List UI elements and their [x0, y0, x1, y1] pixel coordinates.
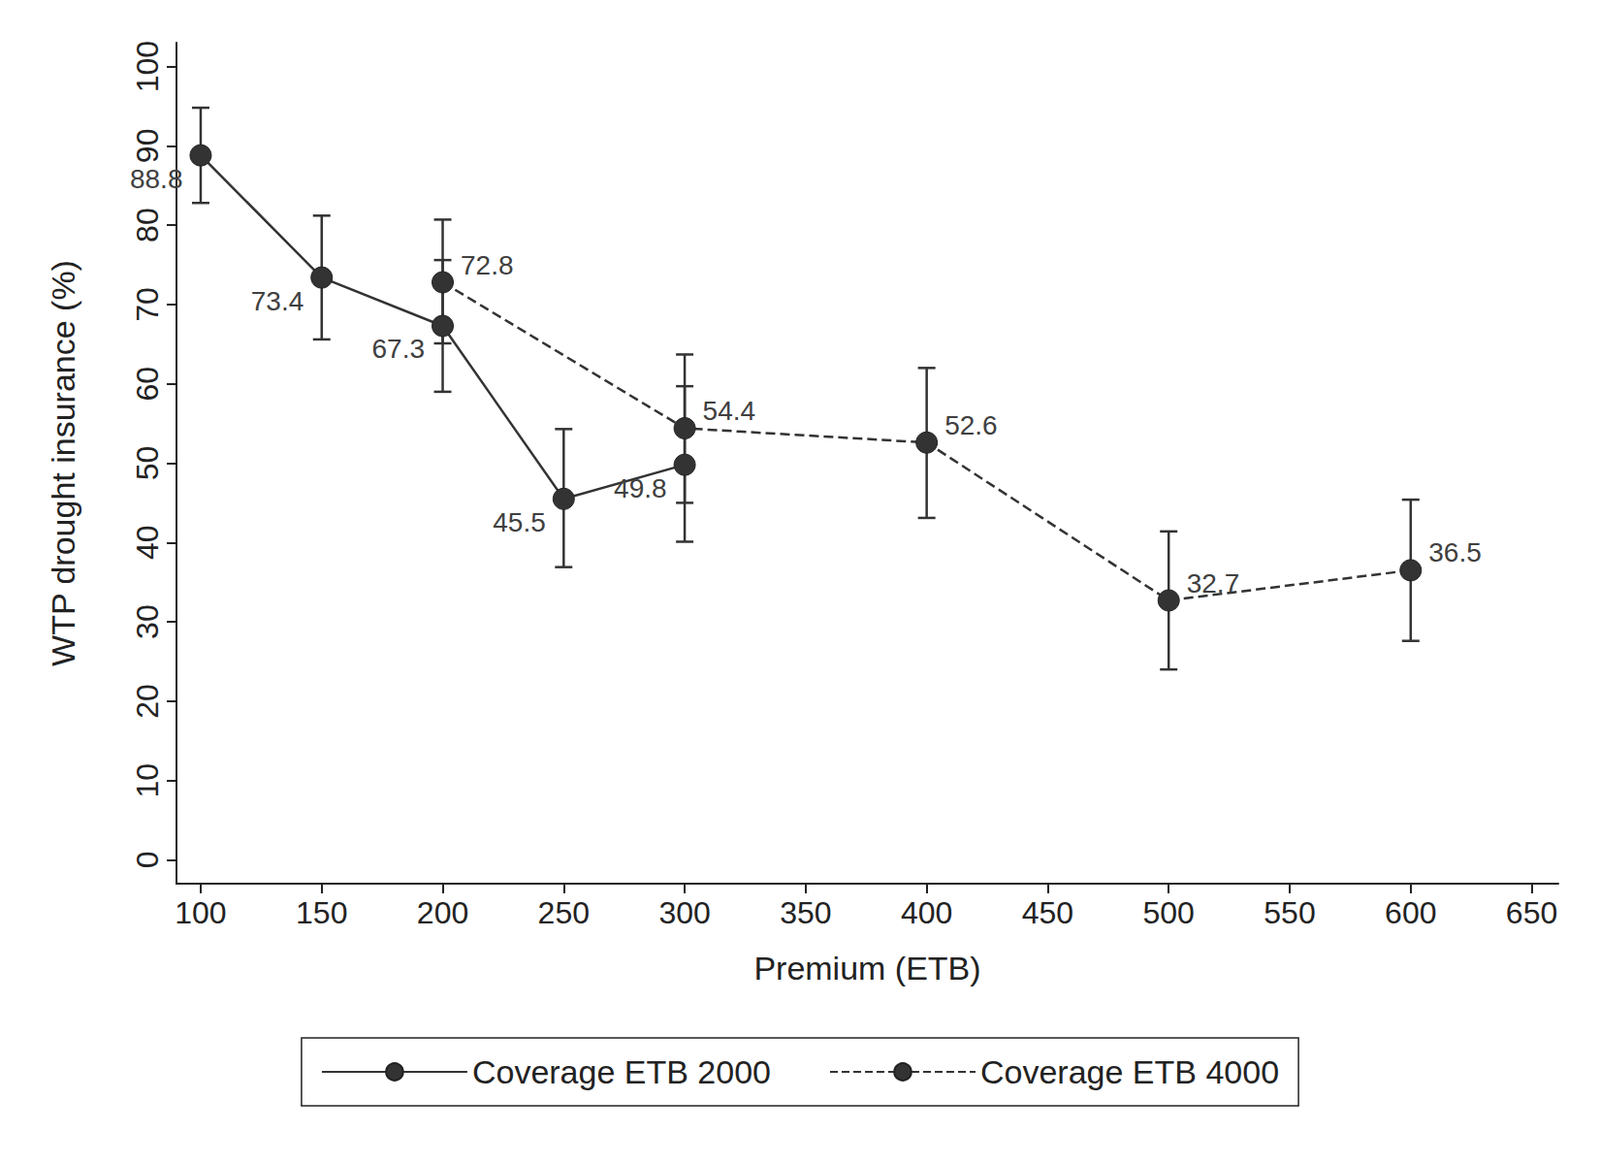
svg-text:100: 100 — [129, 40, 165, 93]
svg-text:650: 650 — [1505, 895, 1558, 930]
svg-text:50: 50 — [129, 446, 165, 481]
svg-text:150: 150 — [295, 895, 348, 930]
svg-text:80: 80 — [129, 207, 165, 243]
svg-text:400: 400 — [900, 895, 953, 930]
svg-text:52.6: 52.6 — [944, 410, 998, 441]
svg-text:45.5: 45.5 — [492, 507, 546, 538]
svg-text:300: 300 — [658, 895, 710, 930]
svg-text:54.4: 54.4 — [703, 395, 757, 426]
svg-text:500: 500 — [1143, 895, 1195, 930]
svg-text:WTP drought insurance (%): WTP drought insurance (%) — [44, 259, 82, 667]
svg-text:20: 20 — [129, 683, 165, 719]
svg-text:67.3: 67.3 — [372, 333, 426, 364]
svg-text:100: 100 — [174, 895, 226, 930]
svg-text:Coverage ETB 4000: Coverage ETB 4000 — [980, 1053, 1280, 1090]
svg-text:10: 10 — [129, 763, 165, 799]
svg-text:32.7: 32.7 — [1186, 568, 1241, 599]
svg-text:Coverage ETB 2000: Coverage ETB 2000 — [472, 1053, 771, 1090]
svg-text:450: 450 — [1022, 895, 1074, 930]
svg-text:49.8: 49.8 — [613, 473, 668, 504]
svg-text:600: 600 — [1384, 895, 1437, 930]
svg-text:60: 60 — [129, 366, 165, 402]
svg-text:72.8: 72.8 — [460, 250, 514, 281]
svg-text:88.8: 88.8 — [129, 163, 184, 194]
svg-text:30: 30 — [129, 604, 165, 640]
svg-text:Premium (ETB): Premium (ETB) — [753, 949, 981, 987]
svg-text:90: 90 — [129, 128, 165, 164]
svg-text:250: 250 — [538, 895, 590, 930]
svg-text:550: 550 — [1263, 895, 1315, 930]
svg-text:0: 0 — [129, 851, 165, 869]
svg-text:36.5: 36.5 — [1428, 537, 1482, 568]
svg-text:73.4: 73.4 — [251, 286, 305, 317]
svg-text:70: 70 — [129, 287, 165, 322]
svg-text:200: 200 — [416, 895, 469, 930]
svg-text:350: 350 — [779, 895, 832, 930]
svg-text:40: 40 — [129, 524, 165, 560]
